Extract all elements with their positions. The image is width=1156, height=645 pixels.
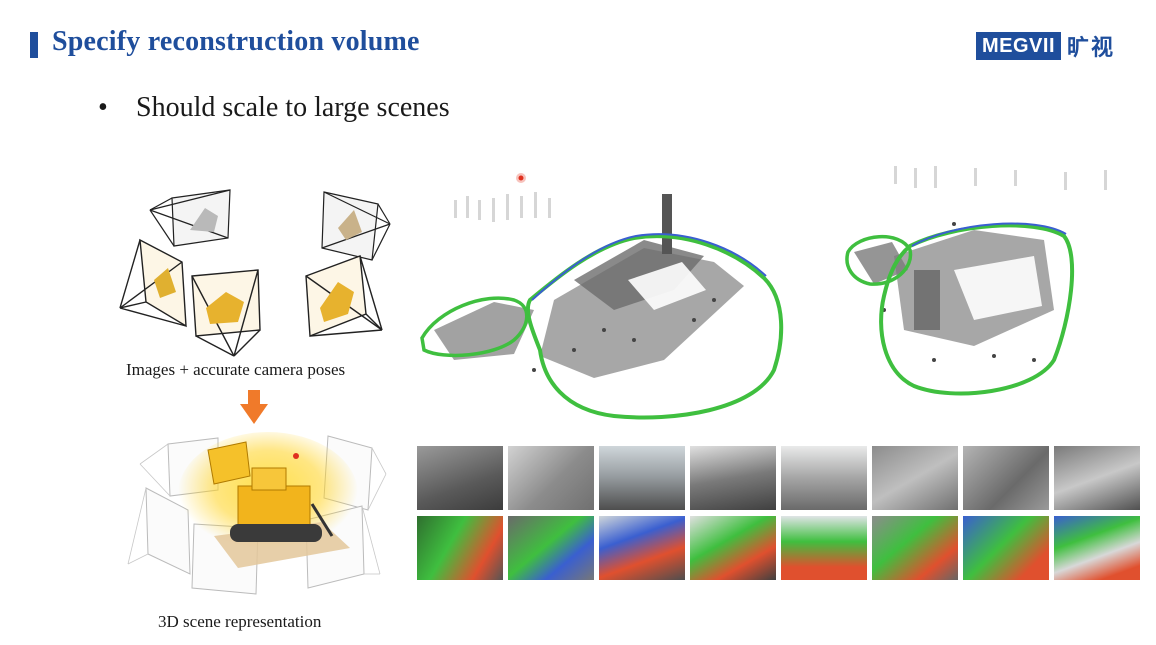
colored-point-frame-thumbnail	[508, 516, 594, 580]
arrow-down-icon	[240, 390, 268, 424]
right-scene-boundary	[879, 223, 1075, 396]
colored-point-frame-thumbnail	[1054, 516, 1140, 580]
rgb-frame-thumbnail	[690, 446, 776, 510]
colored-point-frame-thumbnail	[872, 516, 958, 580]
caption-scene-representation: 3D scene representation	[158, 612, 322, 631]
rgb-frame-thumbnail	[963, 446, 1049, 510]
bullet-dot-icon: •	[98, 92, 108, 123]
rgb-frame-thumbnail	[508, 446, 594, 510]
scene-representation-illustration	[127, 432, 387, 595]
rgb-frame-thumbnail	[417, 446, 503, 510]
colored-point-frame-thumbnail	[690, 516, 776, 580]
caption-images-poses: Images + accurate camera poses	[126, 360, 346, 379]
slide-title: Specify reconstruction volume	[52, 26, 420, 57]
megvii-logo: MEGVII 旷视	[976, 32, 1116, 61]
logo-wordmark: MEGVII	[976, 32, 1062, 60]
rgb-frame-thumbnail	[781, 446, 867, 510]
left-scene-boundary	[525, 234, 784, 420]
camera-poses-illustration	[119, 189, 391, 357]
colored-point-frame-thumbnail	[417, 516, 503, 580]
bullet-text: Should scale to large scenes	[136, 92, 450, 123]
title-accent-bar	[30, 32, 38, 58]
colored-point-frame-thumbnail	[599, 516, 685, 580]
rgb-frame-thumbnail	[599, 446, 685, 510]
frame-thumbnail-grid	[417, 446, 1143, 582]
bullet-item: • Should scale to large scenes	[98, 92, 450, 124]
right-scene-pointcloud	[854, 222, 1054, 362]
large-scene-pointcloud-figure	[420, 166, 1107, 420]
left-small-boundary	[420, 296, 529, 358]
colored-point-frame-thumbnail	[781, 516, 867, 580]
rgb-frame-thumbnail	[1054, 446, 1140, 510]
left-scene-pointcloud	[434, 194, 744, 378]
camera-frustum-icon	[149, 189, 231, 247]
colored-point-frame-thumbnail	[963, 516, 1049, 580]
logo-chinese: 旷视	[1067, 36, 1116, 61]
rgb-frame-thumbnail	[872, 446, 958, 510]
right-small-boundary	[845, 235, 913, 286]
camera-frustum-icon	[119, 238, 187, 328]
